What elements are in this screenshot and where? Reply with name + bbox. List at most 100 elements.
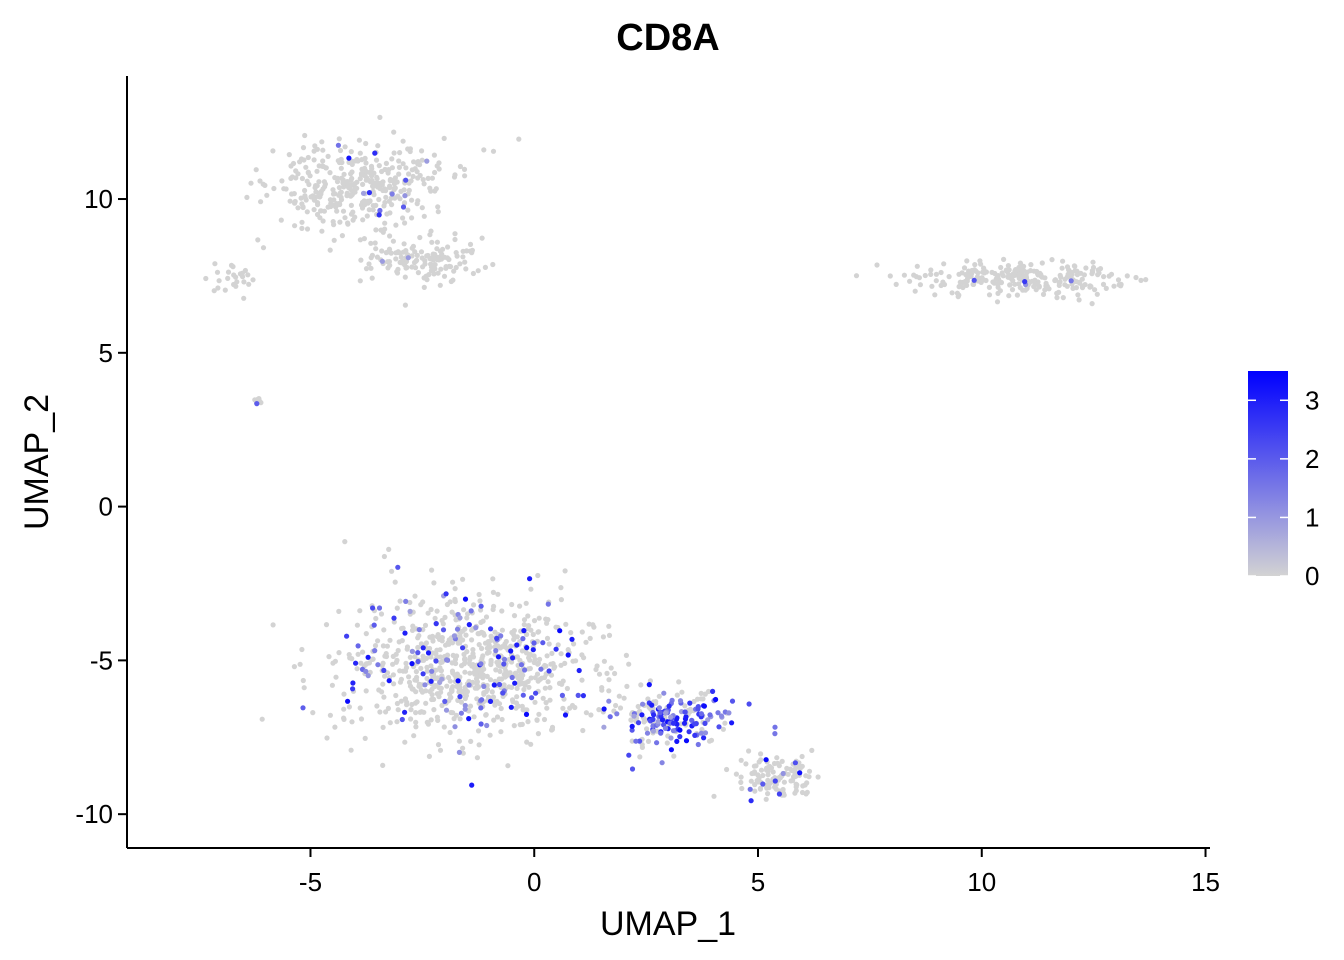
data-point: [478, 671, 484, 678]
data-point: [434, 675, 440, 681]
data-point: [479, 235, 485, 241]
data-point: [776, 763, 782, 769]
data-point: [412, 700, 419, 706]
data-point: [538, 666, 544, 672]
data-point: [986, 284, 993, 290]
data-point: [331, 222, 337, 228]
data-point: [303, 164, 309, 170]
data-point: [387, 720, 393, 726]
data-point: [380, 643, 386, 649]
data-point: [335, 142, 341, 148]
data-point: [526, 623, 532, 629]
data-point: [362, 735, 368, 742]
data-point: [500, 690, 506, 696]
data-point: [357, 150, 363, 156]
data-point: [506, 684, 512, 690]
data-point: [659, 717, 666, 723]
data-point: [674, 715, 680, 721]
data-point: [443, 707, 450, 713]
data-point: [394, 719, 400, 725]
data-point: [386, 246, 393, 252]
data-point: [394, 700, 400, 707]
data-point: [596, 707, 602, 713]
data-point: [415, 650, 421, 656]
data-point: [368, 240, 374, 246]
data-point: [1028, 262, 1034, 268]
data-point: [379, 258, 385, 264]
data-point: [231, 281, 237, 288]
data-point: [518, 671, 524, 677]
data-point: [941, 261, 947, 267]
data-point: [396, 164, 402, 170]
data-point: [1138, 277, 1144, 283]
data-point: [400, 215, 406, 221]
data-point: [341, 706, 347, 712]
data-point: [606, 688, 612, 694]
data-point: [1062, 276, 1068, 282]
data-point: [487, 732, 493, 738]
data-point: [262, 182, 268, 188]
data-point: [511, 613, 518, 619]
data-point: [779, 758, 785, 765]
data-point: [325, 153, 331, 159]
data-point: [415, 658, 421, 665]
data-point: [530, 631, 536, 638]
data-point: [484, 686, 491, 693]
data-point: [499, 608, 505, 614]
data-point: [433, 658, 439, 664]
data-point: [392, 195, 398, 201]
data-point: [434, 608, 440, 614]
data-point: [722, 720, 728, 726]
data-point: [453, 250, 459, 256]
data-point: [334, 179, 341, 185]
data-point: [278, 217, 284, 223]
data-point: [758, 757, 764, 763]
data-point: [391, 615, 397, 621]
data-point: [458, 699, 464, 705]
data-point: [557, 628, 563, 634]
data-point: [520, 680, 526, 686]
data-point: [460, 750, 466, 756]
data-point: [401, 200, 408, 206]
data-point: [689, 717, 695, 723]
data-point: [439, 638, 445, 644]
data-point: [445, 674, 452, 681]
data-point: [711, 793, 717, 799]
data-point: [509, 655, 516, 661]
data-point: [601, 724, 607, 730]
data-point: [520, 692, 526, 698]
data-point: [372, 643, 379, 649]
data-point: [299, 646, 305, 653]
data-point: [467, 670, 473, 676]
data-point: [637, 738, 643, 744]
data-point: [527, 651, 533, 657]
data-point: [299, 225, 305, 231]
data-point: [677, 698, 684, 704]
data-point: [366, 190, 372, 196]
data-point: [481, 147, 487, 153]
data-point: [499, 716, 505, 723]
data-point: [403, 265, 409, 271]
data-point: [1005, 263, 1012, 269]
data-point: [435, 270, 441, 276]
data-point: [525, 613, 531, 619]
data-point: [757, 785, 764, 791]
data-point: [461, 651, 467, 658]
data-point: [370, 605, 376, 611]
data-point: [389, 156, 395, 162]
data-point: [511, 723, 517, 729]
data-point: [372, 240, 378, 246]
data-point: [785, 771, 791, 777]
data-point: [563, 621, 569, 627]
data-point: [436, 166, 442, 172]
data-point: [380, 681, 386, 687]
data-point: [914, 263, 920, 269]
data-point: [645, 738, 652, 745]
data-point: [525, 719, 531, 725]
data-point: [369, 173, 375, 179]
data-point: [254, 401, 260, 407]
data-point: [377, 207, 383, 214]
data-point: [983, 277, 989, 284]
data-point: [215, 285, 221, 291]
data-point: [1022, 287, 1028, 293]
